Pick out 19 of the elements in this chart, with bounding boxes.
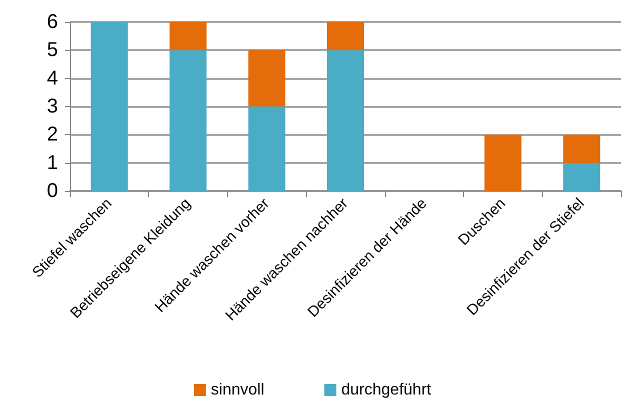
bar <box>327 22 364 50</box>
bar <box>563 162 600 191</box>
bar <box>170 22 207 50</box>
y-tick-label: 6 <box>46 11 58 33</box>
bar <box>248 50 286 106</box>
legend-label: durchgeführt <box>341 382 432 398</box>
y-tick-label: 0 <box>46 180 58 202</box>
y-tick-label: 4 <box>46 67 58 90</box>
bar <box>90 22 128 191</box>
y-tick-label: 2 <box>46 124 58 146</box>
y-tick-label: 3 <box>46 96 58 118</box>
bar <box>327 50 364 191</box>
bar <box>248 106 286 191</box>
legend-label: sinnvoll <box>210 382 264 398</box>
bar <box>170 50 207 191</box>
y-tick-label: 5 <box>46 39 58 62</box>
bar <box>484 134 522 191</box>
bar <box>563 134 600 163</box>
y-tick-label: 1 <box>46 152 58 174</box>
